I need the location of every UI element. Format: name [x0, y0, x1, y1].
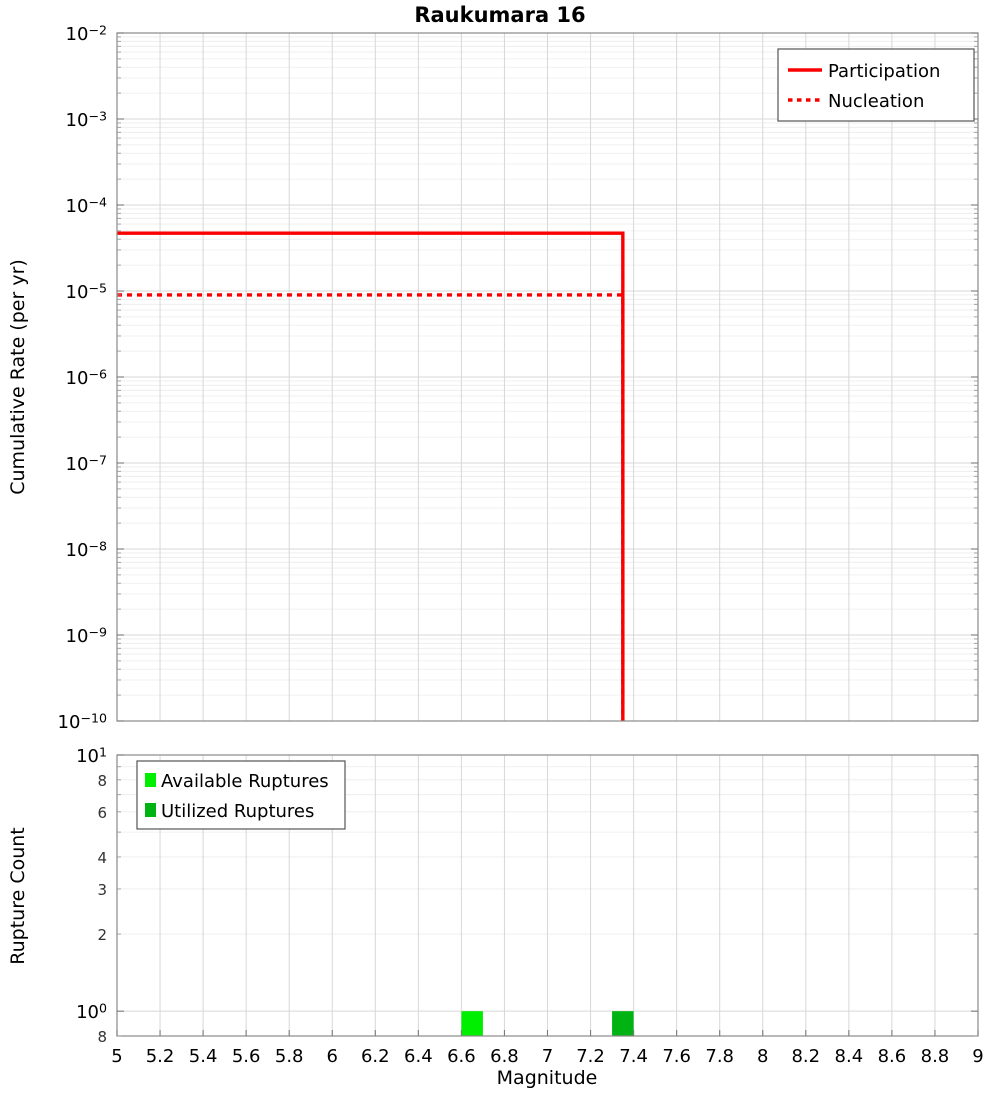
x-tick-label: 8.4: [835, 1046, 864, 1067]
x-tick-label: 6.8: [490, 1046, 519, 1067]
rupture-y-axis-label: Rupture Count: [7, 827, 29, 965]
x-tick-label: 8.6: [878, 1046, 907, 1067]
mfd-panel: 10−210−310−410−510−610−710−810−910−10 Pa…: [7, 22, 978, 733]
mfd-legend[interactable]: Participation Nucleation: [778, 49, 974, 121]
chart-svg: Raukumara 16 10−210−310−410−510−610−710−…: [0, 0, 1000, 1100]
x-tick-label: 5.6: [232, 1046, 261, 1067]
x-tick-label: 6: [327, 1046, 338, 1067]
x-tick-label: 6.4: [404, 1046, 433, 1067]
legend-label-available-ruptures: Available Ruptures: [161, 771, 329, 792]
x-tick-label: 7.2: [576, 1046, 605, 1067]
rupture-legend[interactable]: Available Ruptures Utilized Ruptures: [137, 761, 345, 829]
rupture-x-tick-labels: 5 5.2 5.4 5.6 5.8 6 6.2 6.4 6.6 6.8 7 7.2 7.4 7.6 7.8 8…: [111, 1046, 983, 1067]
y-tick-label-minor: 6: [97, 804, 107, 822]
legend-label-utilized-ruptures: Utilized Ruptures: [161, 801, 314, 822]
mfd-y-axis-label: Cumulative Rate (per yr): [7, 259, 29, 495]
x-tick-label: 7: [542, 1046, 553, 1067]
y-tick-label-minor: 8: [97, 772, 107, 790]
y-tick-label-minor: 8: [97, 1028, 107, 1046]
legend-label-nucleation: Nucleation: [828, 91, 924, 112]
figure-canvas: Raukumara 16 10−210−310−410−510−610−710−…: [0, 0, 1000, 1100]
x-tick-label: 9: [972, 1046, 983, 1067]
x-tick-label: 6.2: [361, 1046, 390, 1067]
legend-swatch-available-ruptures: [145, 773, 156, 787]
x-tick-label: 8.8: [921, 1046, 950, 1067]
y-tick-label-minor: 2: [97, 926, 107, 944]
x-tick-label: 7.8: [705, 1046, 734, 1067]
x-tick-label: 5.4: [189, 1046, 218, 1067]
x-axis-label: Magnitude: [497, 1067, 598, 1089]
legend-label-participation: Participation: [828, 61, 940, 82]
y-tick-label-minor: 4: [97, 849, 107, 867]
x-tick-label: 7.6: [662, 1046, 691, 1067]
y-tick-label-minor: 3: [97, 881, 107, 899]
x-tick-label: 8: [757, 1046, 768, 1067]
x-tick-label: 8.2: [791, 1046, 820, 1067]
x-tick-label: 7.4: [619, 1046, 648, 1067]
bar-available-ruptures: [461, 1011, 483, 1036]
legend-swatch-utilized-ruptures: [145, 803, 156, 817]
x-tick-label: 5.2: [146, 1046, 175, 1067]
page-title: Raukumara 16: [414, 3, 585, 27]
x-tick-label: 6.6: [447, 1046, 476, 1067]
mfd-major-gridlines: [117, 33, 978, 721]
x-tick-label: 5.8: [275, 1046, 304, 1067]
x-tick-label: 5: [111, 1046, 122, 1067]
bar-utilized-ruptures: [612, 1011, 634, 1036]
